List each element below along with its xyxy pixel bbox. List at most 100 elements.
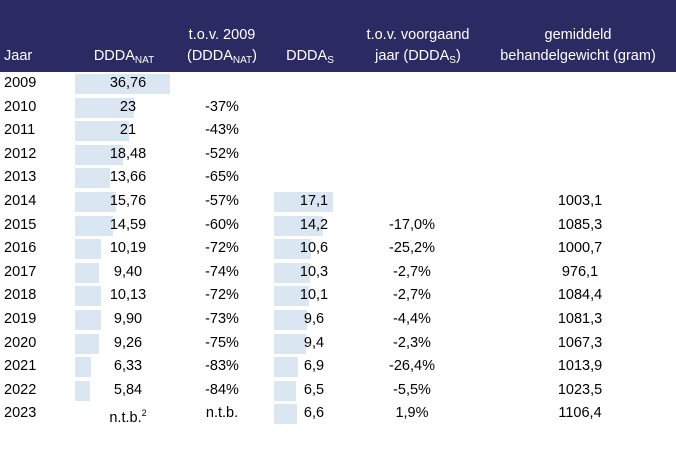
header-tov2009-line2: (DDDANAT) xyxy=(187,47,257,67)
header-dddas: DDDAS xyxy=(286,47,334,67)
dddanat-value: n.t.b. xyxy=(109,410,142,427)
year-cell: 2023 xyxy=(4,405,37,422)
year-cell: 2013 xyxy=(4,169,37,186)
dddanat-bar xyxy=(75,333,99,354)
weight-cell: 1013,9 xyxy=(557,358,603,375)
dddas-bar xyxy=(274,215,323,236)
dddanat-bar xyxy=(75,121,130,142)
dddanat-value: 18,48 xyxy=(109,145,147,162)
dddanat-value: 21 xyxy=(119,122,137,139)
tov2009-cell: -75% xyxy=(205,334,239,351)
table-row: 2019 9,90 -73% 9,6 -4,4% 1081,3 xyxy=(0,308,676,332)
tov2009-cell: -43% xyxy=(205,122,239,139)
weight-cell: 1003,1 xyxy=(557,192,603,209)
dddanat-cell: 10,19 xyxy=(110,237,146,261)
dddas-bar xyxy=(274,191,333,212)
dddas-bar xyxy=(274,404,297,425)
dddanat-cell: 9,40 xyxy=(114,261,142,285)
tov2009-cell: -72% xyxy=(205,287,239,304)
weight-cell: 976,1 xyxy=(561,263,599,280)
dddanat-bar xyxy=(75,309,101,330)
tov2009-cell: -74% xyxy=(205,263,239,280)
dddas-cell: 9,4 xyxy=(303,334,325,351)
tovprev-cell: -26,4% xyxy=(389,358,435,375)
table-header: Jaar DDDANAT t.o.v. 2009 (DDDANAT) DDDAS… xyxy=(0,0,676,72)
weight-cell: 1085,3 xyxy=(557,216,603,233)
tov2009-cell: -83% xyxy=(205,358,239,375)
dddanat-value: 9,90 xyxy=(113,310,143,327)
header-tovprev-pre: jaar (DDDA xyxy=(375,48,450,64)
dddanat-value: 36,76 xyxy=(109,75,147,91)
dddanat-value: 13,66 xyxy=(109,169,147,186)
dddas-cell: 6,5 xyxy=(303,381,325,398)
dddanat-cell: 14,59 xyxy=(110,214,146,238)
dddanat-value: 14,59 xyxy=(109,216,147,233)
dddas-bar xyxy=(274,333,307,354)
dddas-cell: 6,6 xyxy=(303,405,325,422)
year-cell: 2010 xyxy=(4,98,37,115)
year-cell: 2022 xyxy=(4,381,37,398)
dddanat-bar xyxy=(75,191,116,212)
tovprev-cell: -17,0% xyxy=(389,216,435,233)
dddas-bar xyxy=(274,380,297,401)
year-cell: 2014 xyxy=(4,192,37,209)
header-dddas-sub: S xyxy=(327,55,334,66)
year-cell: 2016 xyxy=(4,240,37,257)
tov2009-cell: -65% xyxy=(205,169,239,186)
dddas-cell: 9,6 xyxy=(303,310,325,327)
dddanat-bar xyxy=(75,97,135,118)
dddas-cell: 14,2 xyxy=(299,216,329,233)
dddanat-value: 5,84 xyxy=(113,381,143,398)
header-tovprev-line2: jaar (DDDAS) xyxy=(375,47,461,67)
dddanat-cell: 13,66 xyxy=(110,166,146,190)
dddanat-bar xyxy=(75,215,113,236)
dddanat-bar xyxy=(75,262,100,283)
tovprev-cell: 1,9% xyxy=(395,405,429,422)
table-row: 2021 6,33 -83% 6,9 -26,4% 1013,9 xyxy=(0,355,676,379)
table-row: 2012 18,48 -52% xyxy=(0,143,676,167)
dddas-cell: 10,3 xyxy=(299,263,329,280)
table-row: 2017 9,40 -74% 10,3 -2,7% 976,1 xyxy=(0,261,676,285)
dddanat-cell: n.t.b.2 xyxy=(109,402,146,426)
year-cell: 2021 xyxy=(4,358,37,375)
tovprev-cell: -5,5% xyxy=(393,381,431,398)
dddas-cell: 10,6 xyxy=(299,240,329,257)
header-tov2009-sub: NAT xyxy=(232,55,253,66)
year-cell: 2019 xyxy=(4,310,37,327)
tovprev-cell: -2,7% xyxy=(393,287,431,304)
dddanat-cell: 36,76 xyxy=(110,72,146,96)
tov2009-cell: n.t.b. xyxy=(205,405,239,422)
dddanat-value: 9,40 xyxy=(113,263,143,280)
dddanat-bar xyxy=(75,144,123,165)
tov2009-cell: -73% xyxy=(205,310,239,327)
table-row: 2014 15,76 -57% 17,1 1003,1 xyxy=(0,190,676,214)
footnote-marker: 2 xyxy=(141,408,147,419)
year-cell: 2011 xyxy=(4,122,36,139)
table-row: 2022 5,84 -84% 6,5 -5,5% 1023,5 xyxy=(0,379,676,403)
header-dddanat: DDDANAT xyxy=(94,47,154,67)
dddanat-value: 10,19 xyxy=(109,240,147,257)
dddas-cell: 6,9 xyxy=(303,358,325,375)
tovprev-cell: -2,3% xyxy=(393,334,431,351)
tovprev-cell: -2,7% xyxy=(393,263,431,280)
weight-cell: 1084,4 xyxy=(557,287,603,304)
dddanat-value: 10,13 xyxy=(109,287,147,304)
tov2009-cell: -57% xyxy=(205,192,239,209)
dddanat-cell: 21 xyxy=(120,119,136,143)
year-cell: 2017 xyxy=(4,263,37,280)
weight-cell: 1106,4 xyxy=(558,405,602,422)
dddas-bar xyxy=(274,262,310,283)
weight-cell: 1067,3 xyxy=(557,334,603,351)
table-row: 2018 10,13 -72% 10,1 -2,7% 1084,4 xyxy=(0,284,676,308)
header-tov2009-pre: (DDDA xyxy=(186,48,233,64)
dddanat-cell: 5,84 xyxy=(114,379,142,403)
dddanat-bar xyxy=(75,74,170,94)
table-row: 2016 10,19 -72% 10,6 -25,2% 1000,7 xyxy=(0,237,676,261)
header-dddanat-main: DDDA xyxy=(93,48,135,64)
dddanat-value: 23 xyxy=(119,98,137,115)
table-row: 2009 36,76 xyxy=(0,72,676,96)
dddas-cell: 10,1 xyxy=(299,287,329,304)
weight-cell: 1023,5 xyxy=(557,381,603,398)
header-tov2009-post: ) xyxy=(252,48,258,64)
dddanat-cell: 23 xyxy=(120,96,136,120)
